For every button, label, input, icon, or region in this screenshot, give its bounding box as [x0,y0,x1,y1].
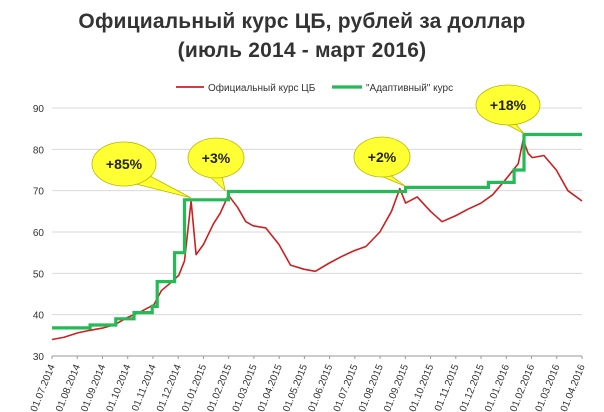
callout-annotation: +85% [91,141,192,199]
chart-title: Официальный курс ЦБ, рублей за доллар [78,10,526,33]
x-tick-label: 01.03.2015 [231,363,260,412]
x-tick-label: 01.01.2015 [180,363,209,412]
x-tick-label: 01.03.2016 [534,363,563,412]
callout-label: +3% [202,150,231,166]
x-tick-label: 01.04.2016 [559,363,588,412]
callout-bubble [91,141,157,187]
x-tick-label: 01.07.2014 [29,363,58,412]
callout-bubble [475,84,541,126]
callout-annotation: +3% [187,137,245,192]
x-tick-label: 01.07.2015 [332,363,361,412]
legend-label: Официальный курс ЦБ [208,82,316,94]
x-tick-label: 01.10.2015 [407,363,436,412]
legend-label: "Адаптивный" курс [366,83,453,94]
x-tick-label: 01.05.2015 [281,363,310,412]
chart-subtitle: (июль 2014 - март 2016) [177,39,427,62]
x-tick-label: 01.12.2014 [155,363,184,412]
y-tick-label: 60 [33,228,45,239]
y-tick-label: 90 [33,104,45,115]
y-tick-label: 50 [33,269,45,280]
series-line-adaptive-rate [52,132,582,330]
callout-annotation: +18% [475,84,541,134]
x-tick-label: 01.11.2014 [130,363,159,412]
x-tick-label: 01.08.2015 [357,363,386,412]
x-tick-label: 01.12.2015 [458,363,487,412]
x-tick-label: 01.09.2015 [382,363,411,412]
callout-bubble [353,136,411,178]
x-tick-label: 01.01.2016 [483,363,512,412]
x-tick-label: 01.04.2015 [256,363,285,412]
x-tick-label: 01.10.2014 [105,363,134,412]
callout-label: +85% [106,156,143,172]
x-tick-label: 01.02.2016 [508,363,537,412]
x-tick-label: 01.11.2015 [433,363,462,412]
callout-annotation: +2% [353,136,411,187]
callout-label: +18% [490,97,527,113]
x-tick-label: 01.02.2015 [205,363,234,412]
callout-label: +2% [368,149,397,165]
callout-bubble [187,137,245,179]
y-tick-label: 70 [33,187,45,198]
y-tick-label: 80 [33,145,45,156]
y-tick-label: 40 [33,311,45,322]
x-tick-label: 01.08.2014 [54,363,83,412]
x-tick-label: 01.09.2014 [79,363,108,412]
x-tick-label: 01.06.2015 [306,363,335,412]
y-tick-label: 30 [33,352,45,363]
